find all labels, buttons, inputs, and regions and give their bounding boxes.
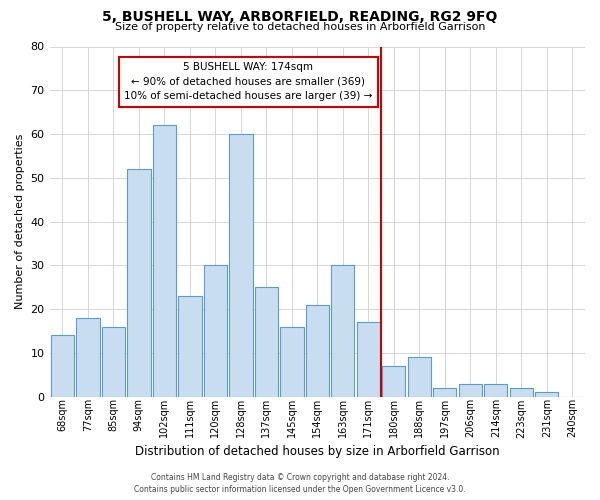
Bar <box>178 296 202 397</box>
Bar <box>280 326 304 397</box>
Bar <box>203 266 227 397</box>
Bar <box>484 384 508 397</box>
Text: 5, BUSHELL WAY, ARBORFIELD, READING, RG2 9FQ: 5, BUSHELL WAY, ARBORFIELD, READING, RG2… <box>103 10 497 24</box>
Bar <box>101 326 125 397</box>
Bar <box>331 266 355 397</box>
Bar <box>433 388 457 397</box>
Bar <box>382 366 406 397</box>
Bar <box>535 392 559 397</box>
Bar <box>458 384 482 397</box>
Text: Size of property relative to detached houses in Arborfield Garrison: Size of property relative to detached ho… <box>115 22 485 32</box>
X-axis label: Distribution of detached houses by size in Arborfield Garrison: Distribution of detached houses by size … <box>135 444 500 458</box>
Bar <box>254 288 278 397</box>
Bar <box>50 336 74 397</box>
Bar <box>229 134 253 397</box>
Bar <box>152 126 176 397</box>
Bar <box>305 305 329 397</box>
Text: Contains HM Land Registry data © Crown copyright and database right 2024.
Contai: Contains HM Land Registry data © Crown c… <box>134 472 466 494</box>
Y-axis label: Number of detached properties: Number of detached properties <box>15 134 25 310</box>
Bar <box>407 358 431 397</box>
Bar <box>356 322 380 397</box>
Bar <box>127 169 151 397</box>
Bar <box>76 318 100 397</box>
Bar <box>509 388 533 397</box>
Text: 5 BUSHELL WAY: 174sqm
← 90% of detached houses are smaller (369)
10% of semi-det: 5 BUSHELL WAY: 174sqm ← 90% of detached … <box>124 62 373 102</box>
